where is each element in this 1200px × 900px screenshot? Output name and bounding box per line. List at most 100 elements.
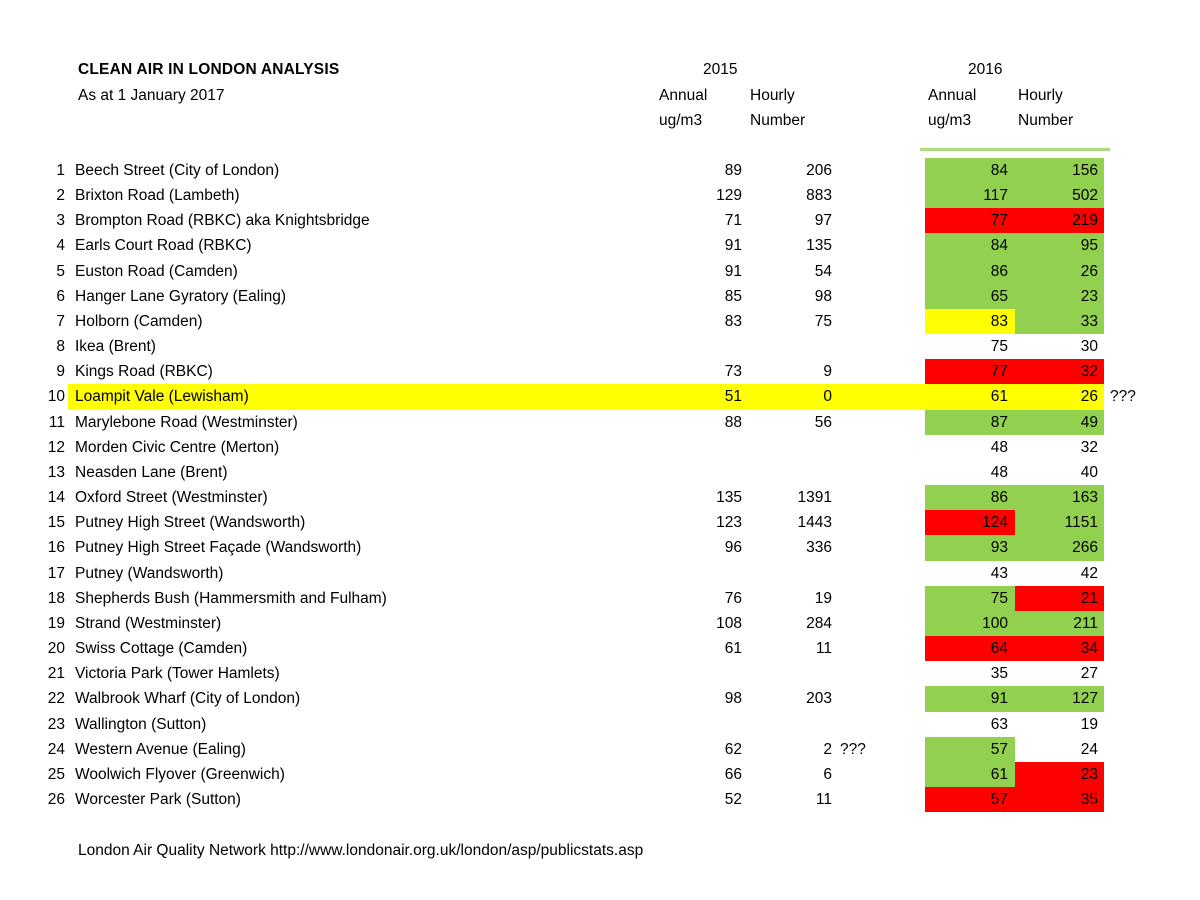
table-row: 7 Holborn (Camden) 83 75 83 33 (0, 308, 1200, 335)
table-row: 16 Putney High Street Façade (Wandsworth)… (0, 535, 1200, 561)
hourly-2016-cell: 35 (1015, 787, 1104, 813)
annual-2016-cell: 86 (925, 485, 1015, 511)
hourly-2015-value: 2 (823, 740, 832, 758)
annual-2016-cell: 48 (990, 463, 1008, 481)
table-row: 12 Morden Civic Centre (Merton) 48 32 (0, 435, 1200, 460)
table-row: 4 Earls Court Road (RBKC) 91 135 84 95 (0, 233, 1200, 259)
annual-2015-value: 71 (724, 212, 742, 230)
row-number: 16 (47, 539, 65, 557)
annual-2016-cell: 84 (925, 233, 1015, 259)
hourly-2016-cell: 211 (1015, 610, 1104, 637)
table-row: 1 Beech Street (City of London) 89 206 84 156 (0, 158, 1200, 184)
year-2016-label: 2016 (968, 61, 1003, 78)
row-number: 15 (47, 514, 65, 532)
site-name: Euston Road (Camden) (75, 262, 238, 280)
table-row: 15 Putney High Street (Wandsworth) 123 1443… (0, 510, 1200, 536)
hourly-header-2016: Hourly (1018, 87, 1063, 104)
site-name: Western Avenue (Ealing) (75, 740, 246, 758)
hourly-2016-cell: 30 (1080, 338, 1098, 356)
table-row: 13 Neasden Lane (Brent) 48 40 (0, 460, 1200, 485)
row-number: 10 (47, 388, 65, 406)
table-row: 6 Hanger Lane Gyratory (Ealing) 85 98 65 23 (0, 283, 1200, 309)
query-note-2015: ??? (840, 740, 866, 758)
hourly-2016-cell: 266 (1015, 535, 1104, 561)
hourly-2015-value: 336 (806, 539, 832, 557)
annual-unit-header-2016: ug/m3 (928, 112, 972, 129)
source-line: London Air Quality Network http://www.lo… (78, 842, 644, 859)
annual-2016-cell: 65 (925, 283, 1015, 309)
hourly-2015-value: 203 (806, 690, 832, 708)
annual-header-2015: Annual (659, 87, 708, 104)
hourly-2015-value: 0 (823, 388, 832, 406)
annual-2016-cell: 93 (925, 535, 1015, 561)
row-number: 12 (47, 438, 65, 456)
annual-2015-value: 52 (724, 791, 742, 808)
row-number: 19 (47, 614, 65, 632)
site-name: Wallington (Sutton) (75, 715, 207, 733)
hourly-unit-header-2015: Number (750, 112, 806, 129)
as-at-date: As at 1 January 2017 (78, 87, 225, 104)
annual-2016-cell: 48 (990, 438, 1008, 456)
annual-2015-value: 129 (716, 187, 742, 205)
site-name: Swiss Cottage (Camden) (75, 640, 248, 658)
page-title: CLEAN AIR IN LONDON ANALYSIS (78, 61, 340, 78)
hourly-2016-cell: 163 (1015, 485, 1104, 511)
site-name: Earls Court Road (RBKC) (75, 237, 252, 255)
annual-2016-cell: 84 (925, 158, 1015, 184)
table-row: 21 Victoria Park (Tower Hamlets) 35 27 (0, 661, 1200, 686)
site-name: Woolwich Flyover (Greenwich) (75, 765, 285, 783)
annual-2015-value (620, 334, 742, 359)
table-row: 25 Woolwich Flyover (Greenwich) 66 6 61 23 (0, 761, 1200, 787)
annual-2015-value: 96 (724, 539, 742, 557)
hourly-2016-cell: 34 (1015, 636, 1104, 662)
row-number: 18 (47, 589, 65, 607)
site-name: Oxford Street (Westminster) (75, 489, 268, 507)
site-name: Victoria Park (Tower Hamlets) (75, 665, 280, 683)
hourly-2015-value (748, 661, 832, 686)
hourly-2016-cell: 23 (1015, 283, 1104, 309)
hourly-2016-cell: 26 (1015, 258, 1104, 284)
annual-2015-value (620, 661, 742, 686)
table-row: 18 Shepherds Bush (Hammersmith and Fulham… (0, 585, 1200, 611)
site-name: Putney High Street Façade (Wandsworth) (75, 539, 362, 557)
site-name: Ikea (Brent) (75, 338, 156, 356)
annual-2016-cell: 117 (925, 183, 1015, 209)
annual-2015-value: 91 (724, 262, 742, 280)
table-row: 17 Putney (Wandsworth) 43 42 (0, 561, 1200, 586)
table-row: 10 Loampit Vale (Lewisham) 51 0 61 26??? (0, 384, 1200, 410)
annual-2015-value: 83 (724, 312, 742, 330)
annual-2016-cell: 35 (990, 665, 1008, 683)
annual-2016-cell: 77 (925, 208, 1015, 234)
hourly-2016-cell: 32 (1015, 359, 1104, 385)
annual-2015-value: 135 (716, 489, 742, 507)
row-number: 17 (47, 564, 65, 582)
row-number: 24 (47, 740, 65, 758)
table-row: 24 Western Avenue (Ealing) 62 2??? 57 24 (0, 736, 1200, 762)
table-row: 23 Wallington (Sutton) 63 19 (0, 712, 1200, 737)
site-name: Putney (Wandsworth) (75, 564, 224, 582)
table-row: 11 Marylebone Road (Westminster) 88 56 87 49 (0, 409, 1200, 435)
hourly-2016-cell: 40 (1080, 463, 1098, 481)
hourly-2016-cell: 42 (1080, 564, 1098, 582)
hourly-2015-value: 19 (814, 589, 832, 607)
annual-2015-value (620, 561, 742, 586)
table-row: 20 Swiss Cottage (Camden) 61 11 64 34 (0, 636, 1200, 662)
annual-header-2016: Annual (928, 87, 977, 104)
site-name: Worcester Park (Sutton) (75, 791, 241, 808)
annual-2016-cell: 75 (925, 585, 1015, 611)
hourly-2015-value (748, 561, 832, 586)
hourly-2015-value: 11 (815, 791, 832, 808)
hourly-2015-value: 98 (814, 287, 832, 305)
row-number: 11 (48, 413, 65, 431)
year-2015-label: 2015 (703, 61, 738, 78)
hourly-2015-value: 97 (814, 212, 832, 230)
row-number: 4 (56, 237, 65, 255)
hourly-2015-value: 135 (806, 237, 832, 255)
hourly-2016-cell: 1151 (1015, 510, 1104, 536)
annual-2015-value (620, 460, 742, 485)
annual-2016-cell: 100 (925, 610, 1015, 637)
hourly-2016-cell: 24 (1080, 740, 1098, 758)
hourly-2016-cell: 95 (1015, 233, 1104, 259)
annual-2016-cell: 87 (925, 409, 1015, 435)
hourly-2015-value: 1443 (797, 514, 832, 532)
